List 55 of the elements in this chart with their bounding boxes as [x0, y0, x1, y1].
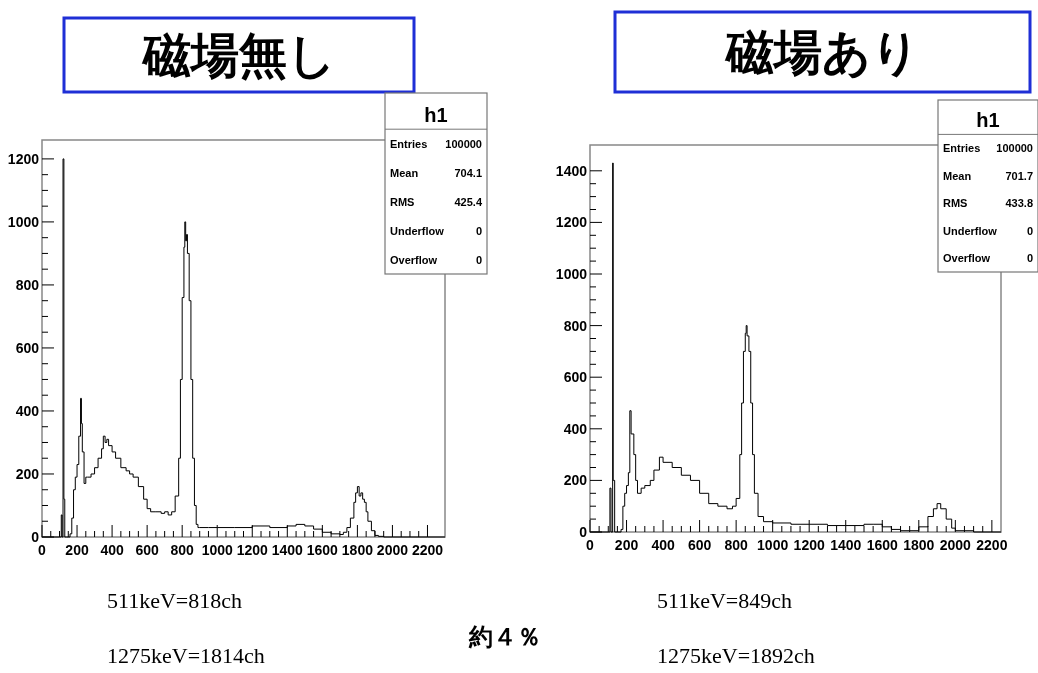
y-tick-label: 200 — [563, 472, 588, 489]
x-tick-label: 400 — [100, 542, 124, 558]
text: 511keV=818ch — [107, 588, 243, 613]
y-tick-label: 800 — [563, 317, 588, 334]
text: RMS 433.8 — [943, 197, 1033, 210]
text: Entries 100000 — [390, 137, 482, 150]
chart-title: 磁場あり — [723, 26, 920, 79]
x-tick-label: 1400 — [271, 542, 304, 558]
y-tick-label: 400 — [15, 402, 40, 419]
text: Mean 704.1 — [390, 166, 482, 179]
x-tick-label: 400 — [651, 537, 675, 553]
y-tick-label: 1200 — [555, 214, 588, 231]
x-tick-label: 1600 — [306, 542, 339, 558]
text: Overflow 0 — [943, 252, 1033, 265]
x-tick-label: 600 — [687, 537, 712, 553]
x-tick-label: 1800 — [903, 537, 935, 553]
x-tick-label: 1400 — [830, 537, 862, 553]
text: h1 — [424, 104, 448, 127]
x-tick-label: 2000 — [939, 537, 972, 553]
y-tick-label: 1000 — [555, 266, 588, 282]
x-tick-label: 2200 — [976, 537, 1008, 553]
y-tick-label: 0 — [579, 524, 588, 540]
y-tick-label: 600 — [15, 339, 40, 356]
y-tick-label: 200 — [15, 465, 40, 482]
text: 1275keV=1814ch — [107, 643, 265, 668]
x-tick-label: 1800 — [341, 542, 374, 558]
x-tick-label: 2200 — [411, 542, 444, 558]
x-tick-label: 2000 — [376, 542, 409, 558]
y-tick-label: 400 — [563, 420, 588, 437]
x-tick-label: 800 — [170, 542, 195, 558]
text: Mean 701.7 — [943, 169, 1033, 182]
x-tick-label: 1200 — [236, 542, 269, 558]
text: Overflow 0 — [390, 253, 482, 266]
y-tick-label: 1200 — [7, 150, 40, 167]
x-tick-label: 200 — [65, 542, 89, 558]
y-tick-label: 1000 — [7, 213, 40, 230]
x-tick-label: 1200 — [793, 537, 825, 553]
x-tick-label: 200 — [614, 537, 639, 553]
y-tick-label: 600 — [563, 369, 588, 386]
text: h1 — [976, 109, 1000, 132]
y-tick-label: 800 — [15, 276, 40, 293]
text: 1275keV=1892ch — [657, 643, 815, 668]
x-tick-label: 800 — [724, 537, 749, 553]
x-tick-label: 1000 — [757, 537, 789, 553]
chart-title: 磁場無し — [140, 29, 336, 82]
text: Entries 100000 — [943, 142, 1033, 155]
text: 約４％ — [468, 623, 541, 650]
text: Underflow 0 — [943, 224, 1033, 237]
x-tick-label: 1000 — [201, 542, 233, 558]
x-tick-label: 600 — [135, 542, 160, 558]
text: 511keV=849ch — [657, 588, 793, 613]
text: RMS 425.4 — [390, 195, 482, 208]
y-tick-label: 1400 — [555, 162, 588, 179]
x-tick-label: 1600 — [866, 537, 899, 553]
text: Underflow 0 — [390, 224, 482, 237]
